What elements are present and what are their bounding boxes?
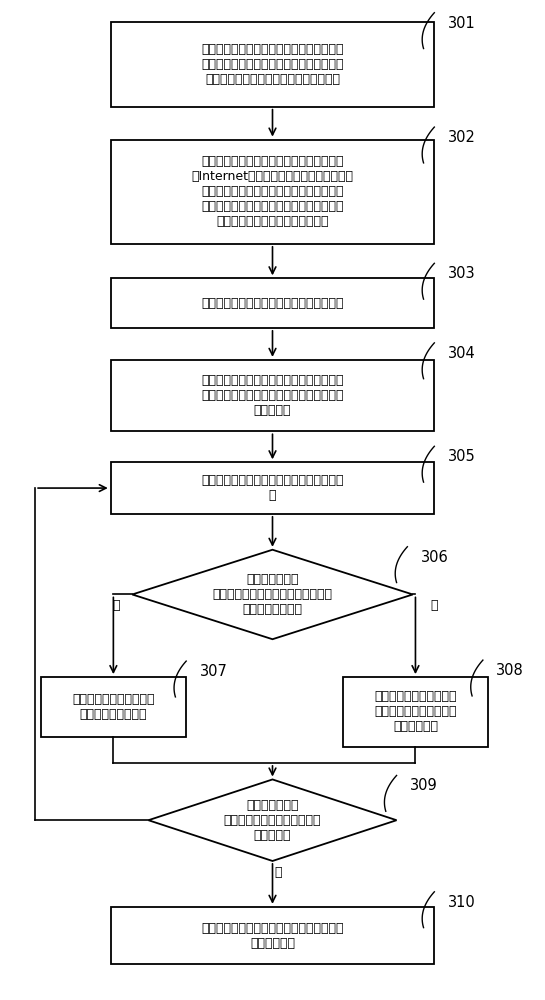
Polygon shape bbox=[148, 779, 397, 861]
Text: 否: 否 bbox=[431, 599, 438, 612]
Text: 310: 310 bbox=[448, 895, 476, 910]
FancyBboxPatch shape bbox=[111, 140, 434, 244]
Text: 接收并解析测试用例，获得待调用的目标网
络应用的应用名称、对目标网络应用的操作
指令以及对预期数据报文的预期识别结果: 接收并解析测试用例，获得待调用的目标网 络应用的应用名称、对目标网络应用的操作 … bbox=[201, 43, 344, 86]
Text: 按照所述操作指令，调用所述目标网络应用
与Internet进行数据交互，以使所述流控设
备对所述目标网络应用收发的实际数据报文
进行应用层协议识别，并在测试日志: 按照所述操作指令，调用所述目标网络应用 与Internet进行数据交互，以使所述… bbox=[191, 155, 354, 228]
Text: 301: 301 bbox=[448, 16, 476, 31]
Text: 309: 309 bbox=[410, 778, 438, 793]
Text: 对上述测试日志包含的实际识别结果进行遍
历: 对上述测试日志包含的实际识别结果进行遍 历 bbox=[201, 474, 344, 502]
Text: 307: 307 bbox=[199, 664, 228, 679]
Text: 302: 302 bbox=[448, 130, 476, 145]
Text: 上述数据交互过程完成后，从上述流控设备
接收上述测试日志，该测试日志包含上述实
际识别结果: 上述数据交互过程完成后，从上述流控设备 接收上述测试日志，该测试日志包含上述实 … bbox=[201, 374, 344, 417]
FancyBboxPatch shape bbox=[111, 462, 434, 514]
Text: 304: 304 bbox=[448, 346, 476, 361]
FancyBboxPatch shape bbox=[111, 907, 434, 964]
Text: 删除上述实际识别结果所
对应的实际数据报文: 删除上述实际识别结果所 对应的实际数据报文 bbox=[72, 693, 155, 721]
Text: 306: 306 bbox=[421, 550, 449, 565]
Text: 是: 是 bbox=[112, 599, 120, 612]
FancyBboxPatch shape bbox=[111, 278, 434, 328]
Text: 303: 303 bbox=[448, 266, 475, 281]
Text: 判断对上述测试
日志包含的实际识别结果的遍
历是否完成: 判断对上述测试 日志包含的实际识别结果的遍 历是否完成 bbox=[224, 799, 321, 842]
Text: 308: 308 bbox=[496, 663, 524, 678]
Text: 将上述实际识别结果对应
的实际数据报文标记为未
识别数据报文: 将上述实际识别结果对应 的实际数据报文标记为未 识别数据报文 bbox=[374, 690, 457, 733]
Text: 305: 305 bbox=[448, 449, 476, 464]
FancyBboxPatch shape bbox=[40, 677, 186, 737]
Polygon shape bbox=[132, 550, 413, 639]
Text: 判断当前遍历到
的该实际识别结果与其所对应的预期
识别结果是否相同: 判断当前遍历到 的该实际识别结果与其所对应的预期 识别结果是否相同 bbox=[213, 573, 332, 616]
FancyBboxPatch shape bbox=[111, 360, 434, 431]
Text: 是: 是 bbox=[274, 866, 282, 879]
Text: 将上述未识别数据报文压缩后发送至测试人
员的指定邮箱: 将上述未识别数据报文压缩后发送至测试人 员的指定邮箱 bbox=[201, 922, 344, 950]
FancyBboxPatch shape bbox=[111, 22, 434, 107]
Text: 保存上述目标网络应用收发的实际数据报文: 保存上述目标网络应用收发的实际数据报文 bbox=[201, 297, 344, 310]
FancyBboxPatch shape bbox=[343, 677, 488, 747]
